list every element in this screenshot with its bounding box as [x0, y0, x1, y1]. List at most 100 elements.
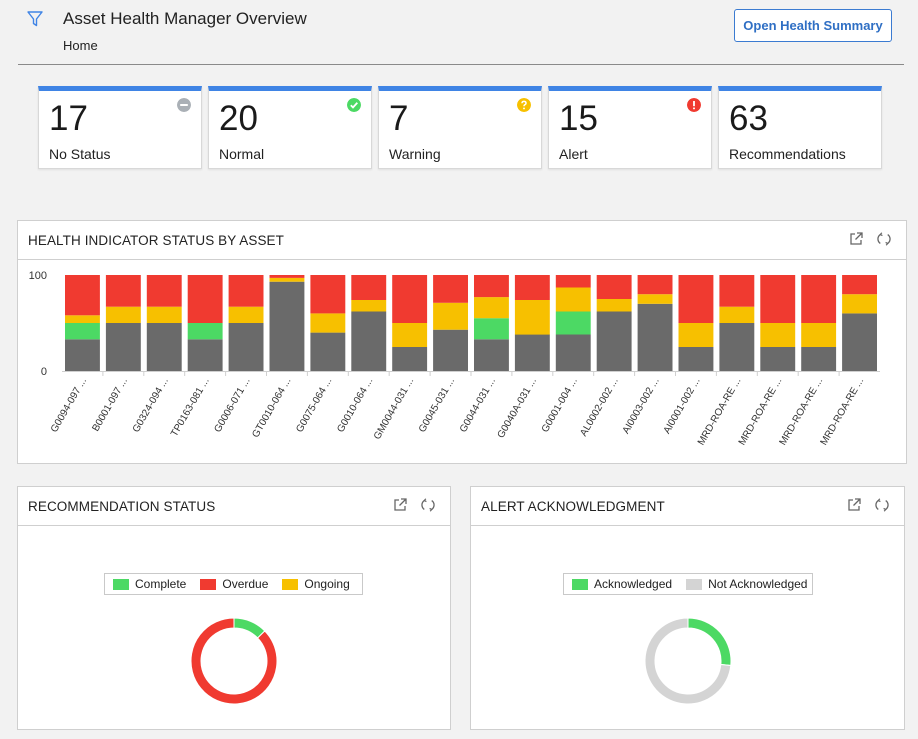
donut-slice[interactable]: [644, 617, 732, 705]
legend-item-not-acknowledged[interactable]: Not Acknowledged: [686, 577, 807, 591]
bar-segment[interactable]: [637, 294, 673, 304]
bar-segment[interactable]: [719, 275, 755, 307]
x-tick-label: GM0044-031 ...: [372, 376, 416, 442]
bar-segment[interactable]: [637, 275, 673, 295]
refresh-icon[interactable]: [420, 497, 436, 513]
card-normal[interactable]: 20 Normal: [208, 86, 372, 169]
bar-segment[interactable]: [392, 275, 428, 323]
bar-segment[interactable]: [474, 297, 509, 319]
bar-segment[interactable]: [801, 323, 837, 347]
x-tick-label: G0045-031 ...: [417, 376, 457, 434]
panel-header: ALERT ACKNOWLEDGMENT: [471, 487, 904, 526]
external-link-icon[interactable]: [392, 497, 408, 513]
bar-segment[interactable]: [842, 275, 877, 295]
bar-segment[interactable]: [392, 323, 428, 347]
bar-segment[interactable]: [65, 315, 100, 323]
bar-segment[interactable]: [514, 300, 550, 335]
external-link-icon[interactable]: [848, 231, 864, 247]
legend-item-overdue[interactable]: Overdue: [200, 577, 268, 591]
card-recommendations[interactable]: 63 Recommendations: [718, 86, 882, 169]
card-label: Recommendations: [729, 146, 846, 162]
legend-swatch: [113, 578, 129, 590]
bar-segment[interactable]: [433, 302, 468, 330]
legend-item-ongoing[interactable]: Ongoing: [282, 577, 350, 591]
bar-segment[interactable]: [555, 311, 591, 335]
bar-segment[interactable]: [269, 277, 305, 282]
refresh-icon[interactable]: [874, 497, 890, 513]
card-value: 63: [729, 99, 768, 138]
external-link-icon[interactable]: [846, 497, 862, 513]
bar-segment[interactable]: [187, 323, 223, 340]
bar-segment[interactable]: [310, 332, 346, 371]
bar-segment[interactable]: [801, 347, 837, 371]
refresh-icon[interactable]: [876, 231, 892, 247]
bar-segment[interactable]: [596, 275, 632, 299]
bar-segment[interactable]: [760, 275, 796, 323]
legend-label: Overdue: [222, 577, 269, 591]
card-alert[interactable]: 15 Alert: [548, 86, 712, 169]
bar-segment[interactable]: [146, 306, 182, 323]
bar-segment[interactable]: [187, 275, 223, 323]
bar-segment[interactable]: [760, 323, 796, 347]
bar-segment[interactable]: [555, 287, 591, 312]
bar-segment[interactable]: [392, 347, 428, 371]
bar-segment[interactable]: [146, 323, 182, 371]
bar-segment[interactable]: [433, 329, 468, 371]
breadcrumb[interactable]: Home: [63, 38, 98, 53]
bar-segment[interactable]: [719, 306, 755, 323]
filter-icon[interactable]: [26, 10, 44, 28]
bar-segment[interactable]: [801, 275, 837, 323]
donut-slice[interactable]: [687, 617, 732, 667]
bar-segment[interactable]: [555, 275, 591, 288]
bar-segment[interactable]: [719, 323, 755, 371]
bar-segment[interactable]: [433, 275, 468, 303]
bar-segment[interactable]: [351, 300, 387, 312]
bar-segment[interactable]: [269, 281, 305, 371]
bar-segment[interactable]: [187, 339, 223, 371]
bar-segment[interactable]: [678, 323, 714, 347]
donut-slice[interactable]: [190, 617, 278, 705]
bar-segment[interactable]: [842, 294, 877, 314]
bar-segment[interactable]: [65, 323, 100, 340]
bar-segment[interactable]: [269, 275, 305, 278]
bar-segment[interactable]: [228, 275, 264, 307]
bar-segment[interactable]: [514, 275, 550, 300]
bar-segment[interactable]: [351, 311, 387, 372]
bar-segment[interactable]: [146, 275, 182, 307]
bar-segment[interactable]: [65, 275, 100, 316]
bar-segment[interactable]: [637, 303, 673, 371]
bar-segment[interactable]: [105, 323, 141, 371]
card-no-status[interactable]: 17 No Status: [38, 86, 202, 169]
x-tick-label: AI0001-002 ...: [662, 376, 703, 436]
page-header: Asset Health Manager Overview Home Open …: [0, 0, 918, 66]
bar-segment[interactable]: [760, 347, 796, 371]
bar-segment[interactable]: [474, 275, 509, 298]
x-tick-label: MRD-ROA-RE ...: [778, 376, 826, 447]
x-tick-label: MRD-ROA-RE ...: [737, 376, 785, 447]
minus-circle-icon: [177, 98, 191, 112]
bar-segment[interactable]: [105, 275, 141, 307]
legend-item-acknowledged[interactable]: Acknowledged: [572, 577, 672, 591]
bar-segment[interactable]: [596, 299, 632, 312]
bar-segment[interactable]: [351, 275, 387, 300]
legend-item-complete[interactable]: Complete: [113, 577, 186, 591]
bar-segment[interactable]: [514, 334, 550, 372]
bar-segment[interactable]: [228, 306, 264, 323]
chart-legend: Complete Overdue Ongoing: [104, 573, 363, 595]
bar-segment[interactable]: [678, 347, 714, 371]
bar-segment[interactable]: [474, 339, 509, 371]
bar-segment[interactable]: [596, 311, 632, 372]
bar-segment[interactable]: [474, 318, 509, 340]
bar-segment[interactable]: [310, 275, 346, 314]
alert-acknowledgment-donut-chart: [644, 617, 732, 705]
bar-segment[interactable]: [310, 313, 346, 333]
bar-segment[interactable]: [678, 275, 714, 323]
card-warning[interactable]: 7 Warning: [378, 86, 542, 169]
bar-segment[interactable]: [555, 334, 591, 372]
bar-segment[interactable]: [105, 306, 141, 323]
legend-label: Ongoing: [304, 577, 350, 591]
bar-segment[interactable]: [228, 323, 264, 371]
bar-segment[interactable]: [65, 339, 100, 371]
bar-segment[interactable]: [842, 313, 877, 371]
open-health-summary-button[interactable]: Open Health Summary: [734, 9, 892, 42]
